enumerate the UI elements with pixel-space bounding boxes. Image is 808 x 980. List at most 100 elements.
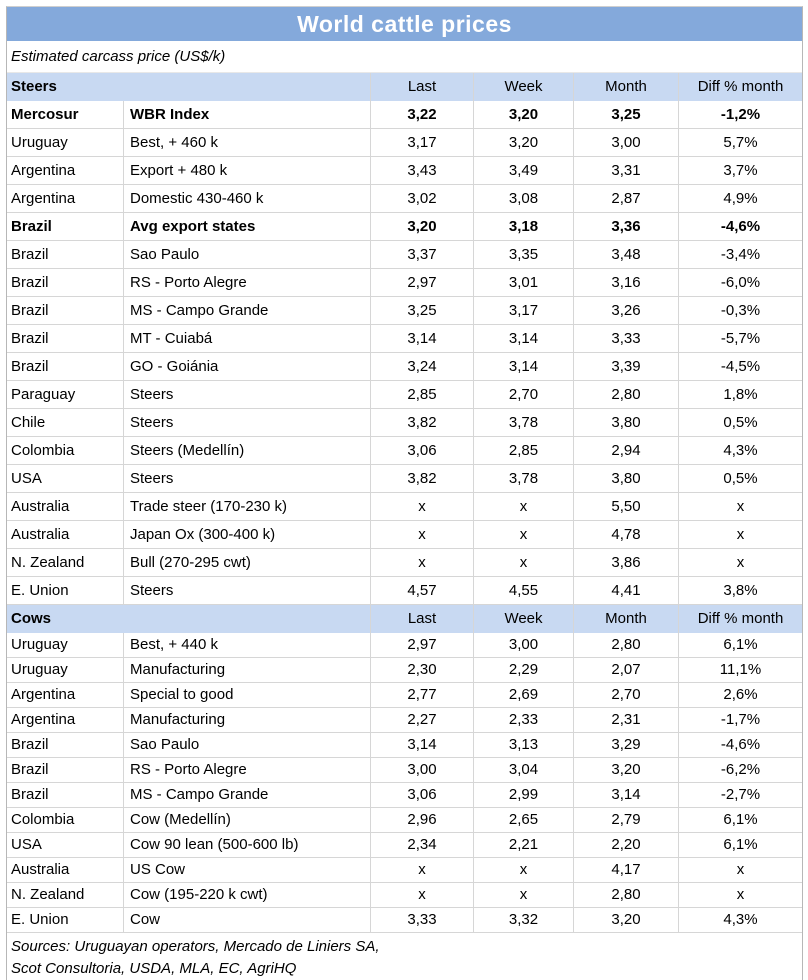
week-cell: 3,49	[473, 157, 573, 185]
last-cell: 3,00	[370, 758, 473, 783]
region-cell: Argentina	[7, 708, 123, 733]
week-cell: 3,01	[473, 269, 573, 297]
month-cell: 3,20	[573, 758, 678, 783]
last-cell: 3,14	[370, 733, 473, 758]
worksheet: World cattle prices Estimated carcass pr…	[6, 6, 803, 980]
region-cell: N. Zealand	[7, 549, 123, 577]
last-cell: 2,34	[370, 833, 473, 858]
week-cell: 2,29	[473, 658, 573, 683]
week-cell: 3,17	[473, 297, 573, 325]
month-cell: 2,80	[573, 883, 678, 908]
description-cell: Best, + 440 k	[123, 633, 370, 658]
region-cell: Argentina	[7, 185, 123, 213]
description-cell: MS - Campo Grande	[123, 783, 370, 808]
diff-month-cell: -4,5%	[678, 353, 802, 381]
table-row: Australia US Cow x x 4,17 x	[7, 858, 802, 883]
week-cell: 3,20	[473, 129, 573, 157]
last-cell: 3,82	[370, 465, 473, 493]
table-row: Argentina Export + 480 k 3,43 3,49 3,31 3,7%	[7, 157, 802, 185]
table-row: Paraguay Steers 2,85 2,70 2,80 1,8%	[7, 381, 802, 409]
diff-month-cell: -0,3%	[678, 297, 802, 325]
last-cell: 3,20	[370, 213, 473, 241]
month-cell: 2,07	[573, 658, 678, 683]
description-cell: Manufacturing	[123, 658, 370, 683]
week-cell: 3,08	[473, 185, 573, 213]
region-cell: Brazil	[7, 269, 123, 297]
last-cell: 3,14	[370, 325, 473, 353]
description-cell: MT - Cuiabá	[123, 325, 370, 353]
week-cell: 3,18	[473, 213, 573, 241]
month-cell: 2,79	[573, 808, 678, 833]
diff-month-cell: x	[678, 549, 802, 577]
region-cell: Chile	[7, 409, 123, 437]
description-cell: Export + 480 k	[123, 157, 370, 185]
table-row: N. Zealand Cow (195-220 k cwt) x x 2,80 x	[7, 883, 802, 908]
region-cell: E. Union	[7, 577, 123, 605]
last-cell: x	[370, 493, 473, 521]
diff-month-cell: 1,8%	[678, 381, 802, 409]
region-cell: Brazil	[7, 241, 123, 269]
last-cell: 3,82	[370, 409, 473, 437]
month-cell: 2,87	[573, 185, 678, 213]
table-row: Argentina Manufacturing 2,27 2,33 2,31 -1,7%	[7, 708, 802, 733]
region-cell: Australia	[7, 858, 123, 883]
diff-month-cell: 11,1%	[678, 658, 802, 683]
week-cell: x	[473, 493, 573, 521]
month-cell: 4,41	[573, 577, 678, 605]
last-cell: 2,96	[370, 808, 473, 833]
table-row: Uruguay Best, + 460 k 3,17 3,20 3,00 5,7%	[7, 129, 802, 157]
diff-month-cell: -4,6%	[678, 213, 802, 241]
column-header-week: Week	[473, 73, 573, 101]
last-cell: 3,06	[370, 437, 473, 465]
table-row: Uruguay Best, + 440 k 2,97 3,00 2,80 6,1%	[7, 633, 802, 658]
last-cell: x	[370, 883, 473, 908]
section-header-cows: Cows Last Week Month Diff % month	[7, 605, 802, 633]
description-cell: RS - Porto Alegre	[123, 269, 370, 297]
month-cell: 3,25	[573, 101, 678, 129]
week-cell: 2,70	[473, 381, 573, 409]
description-cell: Best, + 460 k	[123, 129, 370, 157]
column-header-diff-%-month: Diff % month	[678, 73, 802, 101]
diff-month-cell: 5,7%	[678, 129, 802, 157]
diff-month-cell: x	[678, 521, 802, 549]
region-cell: Brazil	[7, 733, 123, 758]
region-cell: Argentina	[7, 683, 123, 708]
description-cell: Cow 90 lean (500-600 lb)	[123, 833, 370, 858]
description-cell: Manufacturing	[123, 708, 370, 733]
description-cell: Avg export states	[123, 213, 370, 241]
sources-note: Sources: Uruguayan operators, Mercado de…	[7, 933, 802, 980]
last-cell: 3,37	[370, 241, 473, 269]
week-cell: 2,99	[473, 783, 573, 808]
region-cell: Mercosur	[7, 101, 123, 129]
description-cell: Special to good	[123, 683, 370, 708]
table-row: N. Zealand Bull (270-295 cwt) x x 3,86 x	[7, 549, 802, 577]
week-cell: 2,65	[473, 808, 573, 833]
region-cell: Australia	[7, 493, 123, 521]
diff-month-cell: 3,8%	[678, 577, 802, 605]
month-cell: 2,80	[573, 633, 678, 658]
diff-month-cell: x	[678, 858, 802, 883]
table-row: Chile Steers 3,82 3,78 3,80 0,5%	[7, 409, 802, 437]
diff-month-cell: 4,3%	[678, 908, 802, 933]
month-cell: 3,39	[573, 353, 678, 381]
region-cell: Uruguay	[7, 633, 123, 658]
week-cell: 3,00	[473, 633, 573, 658]
description-cell: Japan Ox (300-400 k)	[123, 521, 370, 549]
month-cell: 3,29	[573, 733, 678, 758]
diff-month-cell: 4,3%	[678, 437, 802, 465]
region-cell: Argentina	[7, 157, 123, 185]
diff-month-cell: 6,1%	[678, 833, 802, 858]
last-cell: 3,25	[370, 297, 473, 325]
region-cell: Australia	[7, 521, 123, 549]
sources-line-2: Scot Consultoria, USDA, MLA, EC, AgriHQ	[11, 960, 297, 977]
column-header-week: Week	[473, 605, 573, 633]
month-cell: 3,80	[573, 409, 678, 437]
week-cell: 3,32	[473, 908, 573, 933]
region-cell: Uruguay	[7, 129, 123, 157]
week-cell: 3,14	[473, 325, 573, 353]
description-cell: Steers	[123, 465, 370, 493]
diff-month-cell: -6,2%	[678, 758, 802, 783]
week-cell: 3,14	[473, 353, 573, 381]
region-cell: Paraguay	[7, 381, 123, 409]
table-row: Australia Japan Ox (300-400 k) x x 4,78 x	[7, 521, 802, 549]
